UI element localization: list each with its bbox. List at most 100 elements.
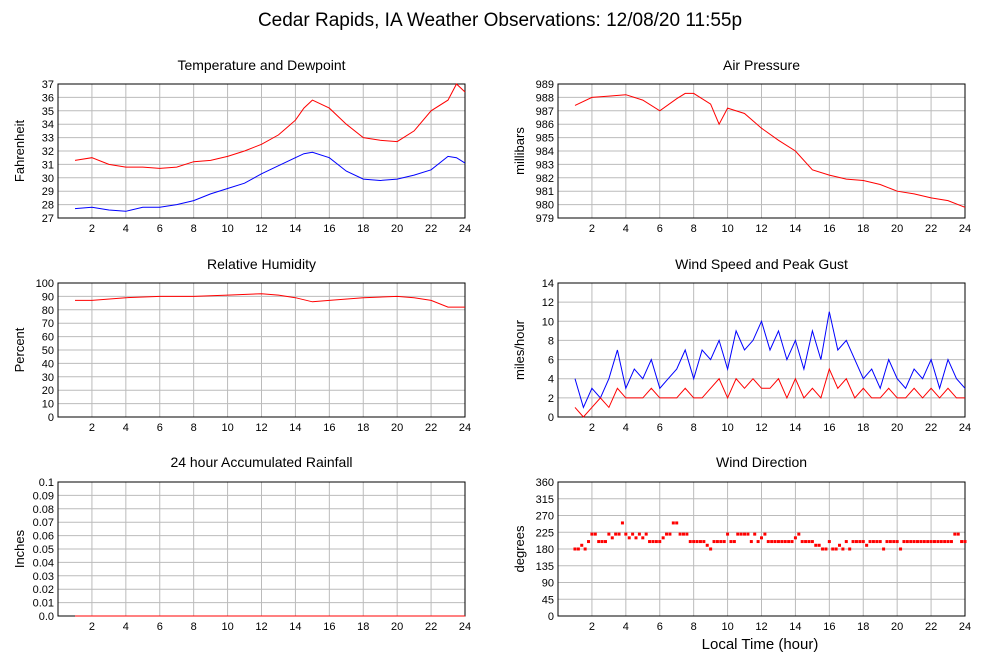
y-tick-label: 30 [42, 372, 54, 384]
y-tick-label: 90 [542, 578, 554, 590]
x-tick-label: 2 [589, 422, 595, 434]
data-point [709, 547, 713, 551]
x-tick-label: 14 [289, 422, 301, 434]
x-tick-label: 16 [323, 621, 335, 633]
data-point [641, 536, 645, 540]
y-axis-label: Fahrenheit [12, 120, 27, 183]
y-tick-label: 32 [42, 146, 54, 158]
y-tick-label: 0.0 [39, 611, 54, 623]
y-tick-label: 12 [542, 297, 554, 309]
data-point [590, 532, 594, 536]
x-tick-label: 20 [891, 422, 903, 434]
data-point [807, 540, 811, 544]
data-point [587, 540, 591, 544]
data-point [603, 540, 607, 544]
data-point [681, 532, 685, 536]
y-tick-label: 987 [536, 106, 554, 118]
y-tick-label: 180 [536, 544, 554, 556]
data-point [583, 547, 587, 551]
data-point [821, 547, 825, 551]
x-tick-label: 8 [191, 422, 197, 434]
data-point [739, 532, 743, 536]
x-tick-label: 12 [255, 422, 267, 434]
data-point [861, 540, 865, 544]
x-tick-label: 16 [823, 422, 835, 434]
data-point [824, 547, 828, 551]
y-tick-label: 90 [42, 291, 54, 303]
y-tick-label: 135 [536, 561, 554, 573]
y-tick-label: 0.05 [33, 544, 54, 556]
data-point [905, 540, 909, 544]
x-tick-label: 4 [623, 621, 629, 633]
y-tick-label: 40 [42, 358, 54, 370]
y-tick-label: 10 [542, 316, 554, 328]
x-tick-label: 4 [123, 223, 129, 235]
y-tick-label: 45 [542, 594, 554, 606]
plot-border [57, 282, 466, 418]
x-tick-label: 6 [157, 422, 163, 434]
y-tick-label: 0.04 [33, 557, 54, 569]
x-tick-label: 10 [721, 422, 733, 434]
x-tick-label: 10 [221, 422, 233, 434]
data-point [827, 540, 831, 544]
x-tick-label: 20 [391, 422, 403, 434]
y-tick-label: 33 [42, 133, 54, 145]
x-tick-label: 14 [789, 621, 801, 633]
data-point [576, 547, 580, 551]
chart-title: Relative Humidity [207, 256, 316, 272]
chart-title: Wind Direction [716, 454, 807, 470]
data-point [668, 532, 672, 536]
data-point [746, 532, 750, 536]
x-tick-label: 20 [891, 621, 903, 633]
x-tick-label: 20 [891, 223, 903, 235]
data-point [658, 540, 662, 544]
data-point [678, 532, 682, 536]
series-line [75, 293, 465, 308]
x-tick-label: 22 [425, 621, 437, 633]
data-point [858, 540, 862, 544]
x-tick-label: 18 [357, 422, 369, 434]
y-tick-label: 0 [48, 412, 54, 424]
data-point [793, 536, 797, 540]
data-point [773, 540, 777, 544]
data-point [671, 521, 675, 525]
series-line [574, 311, 966, 409]
y-tick-label: 988 [536, 92, 554, 104]
chart-title: Wind Speed and Peak Gust [675, 256, 848, 272]
x-tick-label: 12 [755, 223, 767, 235]
x-tick-label: 12 [255, 223, 267, 235]
x-tick-label: 14 [289, 223, 301, 235]
y-tick-label: 0.02 [33, 584, 54, 596]
x-tick-label: 2 [589, 223, 595, 235]
chart-title: Temperature and Dewpoint [177, 57, 345, 73]
y-tick-label: 14 [542, 278, 554, 290]
data-point [631, 532, 635, 536]
x-tick-label: 22 [425, 223, 437, 235]
x-tick-label: 8 [691, 621, 697, 633]
x-tick-label: 6 [657, 422, 663, 434]
y-tick-label: 28 [42, 200, 54, 212]
y-tick-label: 0.06 [33, 531, 54, 543]
data-point [692, 540, 696, 544]
y-tick-label: 29 [42, 186, 54, 198]
chart-title: Air Pressure [723, 57, 800, 73]
data-point [871, 540, 875, 544]
x-tick-label: 10 [721, 621, 733, 633]
y-tick-label: 8 [548, 335, 554, 347]
x-tick-label: 22 [925, 422, 937, 434]
data-point [715, 540, 719, 544]
data-point [675, 521, 679, 525]
x-tick-label: 12 [755, 621, 767, 633]
y-tick-label: 986 [536, 119, 554, 131]
data-point [885, 540, 889, 544]
data-point [902, 540, 906, 544]
x-tick-label: 4 [623, 223, 629, 235]
data-point [573, 547, 577, 551]
x-tick-label: 12 [755, 422, 767, 434]
data-point [644, 532, 648, 536]
x-tick-label: 4 [123, 422, 129, 434]
x-tick-label: 20 [391, 621, 403, 633]
data-point [712, 540, 716, 544]
data-point [953, 532, 957, 536]
accumulated-rainfall-chart: 2 4 6 8 10 12 14 16 18 20 22 240.00.010.020.030.040… [12, 454, 471, 633]
